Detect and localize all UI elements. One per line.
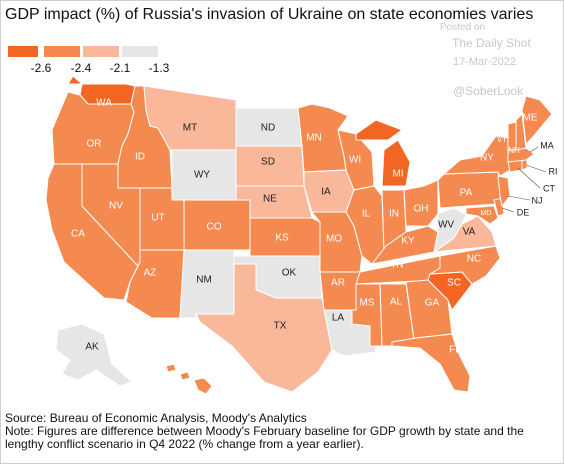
legend-label-4: -1.3 <box>148 61 170 75</box>
state-label-FL: FL <box>449 345 461 356</box>
watermark-posted: Posted on <box>440 22 486 33</box>
chart-title: GDP impact (%) of Russia's invasion of U… <box>5 6 534 23</box>
state-label-RI: RI <box>549 166 558 176</box>
state-label-DE: DE <box>517 207 530 217</box>
state-HI <box>165 363 213 395</box>
state-label-AK: AK <box>85 342 99 353</box>
state-label-MD: MD <box>481 210 492 217</box>
state-MD <box>465 205 499 225</box>
state-label-ND: ND <box>261 123 275 134</box>
state-label-TN: TN <box>390 260 403 271</box>
state-label-NH: NH <box>508 146 520 155</box>
state-NJ <box>497 175 511 207</box>
leader-nj <box>507 195 531 201</box>
watermark-date: 17-Mar-2022 <box>453 56 516 68</box>
state-label-ID: ID <box>135 152 145 163</box>
state-label-NV: NV <box>109 201 123 212</box>
legend-swatch-4 <box>122 46 158 57</box>
state-label-IA: IA <box>321 187 331 198</box>
state-label-AL: AL <box>390 297 403 308</box>
methodology-note: Note: Figures are difference between Moo… <box>5 424 524 451</box>
state-label-VT: VT <box>497 135 507 144</box>
legend-label-1: -2.6 <box>30 61 52 75</box>
state-label-OH: OH <box>414 204 429 215</box>
state-label-CO: CO <box>207 222 222 233</box>
state-label-IL: IL <box>362 209 371 220</box>
state-label-UT: UT <box>151 213 164 224</box>
state-FL <box>391 333 471 393</box>
legend-swatch-2 <box>44 46 80 57</box>
state-label-MI: MI <box>392 169 403 180</box>
state-label-MA: MA <box>540 140 554 150</box>
state-label-CA: CA <box>71 229 85 240</box>
legend-swatch-1 <box>8 46 38 57</box>
state-label-VA: VA <box>463 227 476 238</box>
state-label-LA: LA <box>332 313 345 324</box>
leader-ma <box>529 146 539 153</box>
legend-swatch-3 <box>83 46 119 57</box>
state-label-MS: MS <box>360 298 375 309</box>
state-label-NJ: NJ <box>532 195 543 205</box>
leader-de <box>501 207 515 213</box>
state-label-WV: WV <box>438 220 454 231</box>
state-label-CT: CT <box>543 183 555 193</box>
state-label-OK: OK <box>282 268 297 279</box>
watermark-handle: @SoberLook <box>453 84 524 98</box>
state-label-NY: NY <box>480 153 494 164</box>
state-label-IN: IN <box>389 209 399 220</box>
state-label-NM: NM <box>196 275 212 286</box>
state-label-WI: WI <box>349 155 361 166</box>
state-label-SC: SC <box>447 278 461 289</box>
legend-label-3: -2.1 <box>109 61 131 75</box>
state-label-AZ: AZ <box>144 268 157 279</box>
source-note: Source: Bureau of Economic Analysis, Moo… <box>5 411 307 425</box>
state-MI <box>355 119 411 187</box>
state-label-WA: WA <box>96 98 112 109</box>
state-WV <box>433 207 467 253</box>
state-label-SD: SD <box>261 157 275 168</box>
state-label-NC: NC <box>467 254 481 265</box>
state-label-MT: MT <box>183 123 197 134</box>
state-AK <box>55 323 133 387</box>
state-label-WY: WY <box>194 170 210 181</box>
state-label-AR: AR <box>331 278 345 289</box>
state-NH <box>515 113 527 151</box>
footer: Source: Bureau of Economic Analysis, Moo… <box>5 412 561 451</box>
state-label-MO: MO <box>326 234 342 245</box>
legend-label-2: -2.4 <box>70 61 92 75</box>
watermark-source: The Daily Shot <box>452 36 531 50</box>
state-TX <box>195 263 333 393</box>
state-label-GA: GA <box>425 298 440 309</box>
state-label-NE: NE <box>263 194 277 205</box>
state-ME <box>521 95 553 145</box>
state-label-ME: ME <box>523 113 538 124</box>
state-label-MN: MN <box>306 133 322 144</box>
leader-ri <box>525 164 547 173</box>
state-label-PA: PA <box>460 188 473 199</box>
state-label-TX: TX <box>274 321 287 332</box>
state-NC <box>429 245 501 285</box>
leader-ct <box>517 167 541 189</box>
state-label-KS: KS <box>275 233 289 244</box>
state-label-KY: KY <box>401 236 415 247</box>
state-label-OR: OR <box>87 139 102 150</box>
